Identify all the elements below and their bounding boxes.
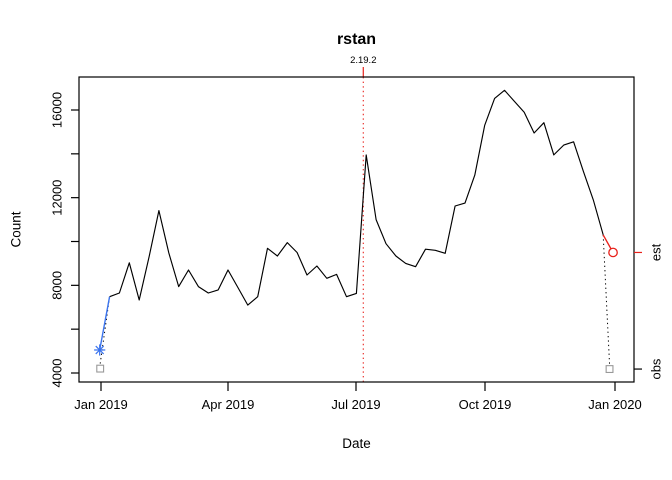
series-line: [109, 89, 604, 306]
right-axis-label-est: est: [649, 243, 664, 261]
y-axis-tick-label: 4000: [50, 359, 65, 388]
start-estimate-star-marker: [95, 345, 105, 355]
x-axis-tick-label: Apr 2019: [202, 397, 255, 412]
y-axis-title: Count: [9, 211, 24, 247]
x-axis-title: Date: [342, 436, 371, 451]
start-obs-square-marker: [96, 364, 105, 373]
x-axis-tick-label: Oct 2019: [459, 397, 512, 412]
release-label: 2.19.2: [350, 55, 376, 66]
y-axis-tick-label: 16000: [50, 92, 65, 128]
plot-box: [78, 76, 635, 383]
right-axis-label-obs: obs: [649, 358, 664, 379]
end-estimate-circle-marker: [608, 247, 618, 258]
y-axis-tick-label: 8000: [50, 271, 65, 300]
x-axis-tick-label: Jan 2019: [74, 397, 128, 412]
x-axis-tick-label: Jan 2020: [588, 397, 642, 412]
chart-title: rstan: [337, 31, 376, 48]
start-est-line: [99, 296, 111, 351]
y-axis-tick-label: 12000: [50, 180, 65, 216]
end-obs-square-marker: [605, 365, 614, 374]
x-axis-tick-label: Jul 2019: [331, 397, 380, 412]
